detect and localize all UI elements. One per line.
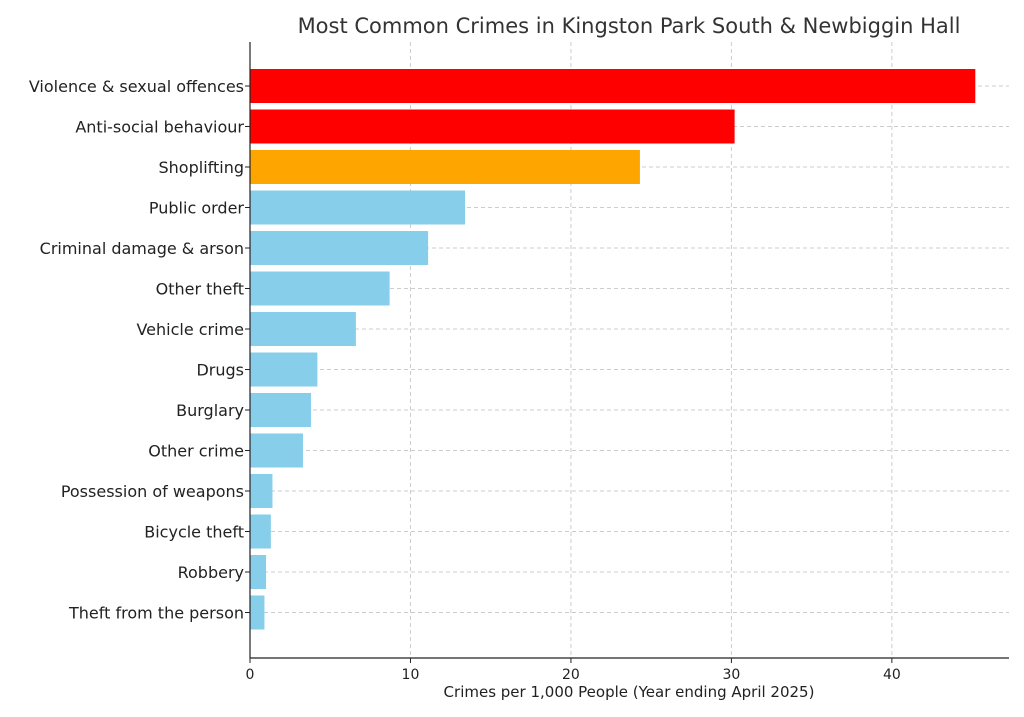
category-label: Anti-social behaviour	[75, 118, 244, 137]
bar	[250, 474, 273, 508]
bar	[250, 190, 466, 225]
x-axis-label: Crimes per 1,000 People (Year ending Apr…	[444, 683, 815, 701]
bar	[250, 109, 735, 144]
bar	[250, 433, 303, 468]
category-label: Criminal damage & arson	[40, 239, 244, 258]
x-tick-label: 30	[722, 667, 740, 683]
x-tick-labels: 0 10 20 30 40	[246, 658, 901, 683]
category-label: Vehicle crime	[136, 320, 244, 339]
bar	[250, 312, 356, 346]
bar	[250, 69, 976, 103]
category-label: Possession of weapons	[61, 482, 244, 501]
bar	[250, 150, 640, 184]
category-label: Shoplifting	[159, 158, 245, 177]
category-label: Drugs	[196, 361, 244, 380]
x-tick-label: 10	[402, 667, 420, 683]
category-label: Violence & sexual offences	[29, 77, 244, 96]
category-label: Other theft	[156, 280, 244, 299]
category-label: Robbery	[178, 563, 244, 582]
category-label: Bicycle theft	[144, 523, 244, 542]
bars	[250, 69, 976, 630]
bar	[250, 514, 271, 549]
bar	[250, 555, 267, 589]
x-tick-label: 40	[883, 667, 901, 683]
category-label: Public order	[149, 199, 245, 218]
bar	[250, 595, 265, 630]
axes	[249, 42, 1009, 659]
chart-title: Most Common Crimes in Kingston Park Sout…	[298, 14, 961, 38]
category-label: Theft from the person	[68, 604, 244, 623]
category-label: Other crime	[148, 442, 244, 461]
bar	[250, 271, 390, 306]
category-label: Burglary	[176, 401, 244, 420]
bar	[250, 231, 429, 265]
x-tick-label: 0	[246, 667, 255, 683]
category-labels: Violence & sexual offences Anti-social be…	[29, 77, 250, 623]
x-tick-label: 20	[562, 667, 580, 683]
bar	[250, 352, 318, 387]
bar	[250, 393, 311, 427]
